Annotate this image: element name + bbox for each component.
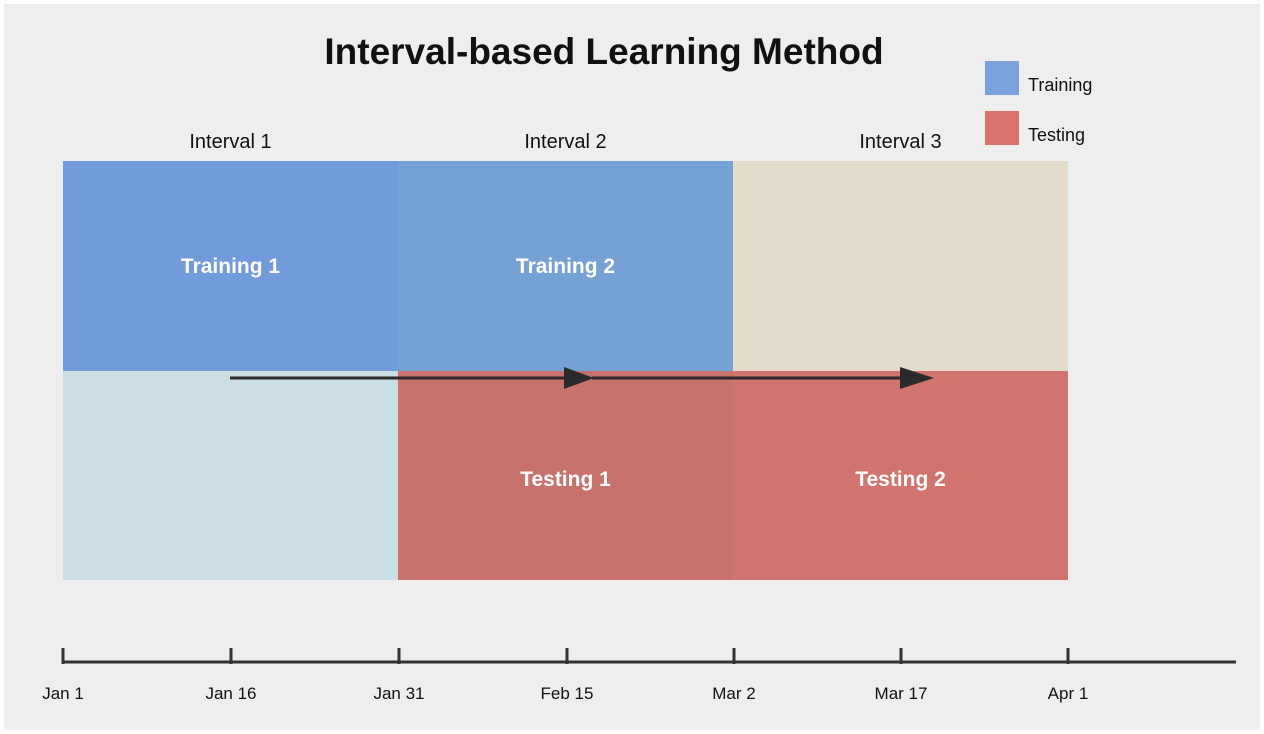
overlay-svg [61, 367, 1236, 664]
legend-label-training: Training [1028, 75, 1093, 95]
training-block-3 [733, 161, 1068, 371]
timeline-tick-label-1: Jan 1 [42, 684, 84, 703]
timeline-tick-label-3: Jan 31 [373, 684, 425, 703]
training-block-1: Training 1 [63, 161, 398, 371]
diagram-canvas: Interval-based Learning Method Training … [4, 4, 1260, 730]
legend-label-testing: Testing [1028, 125, 1086, 145]
arrow-head-1 [564, 367, 594, 389]
testing-block-1 [63, 371, 398, 580]
interval-label-1: Interval 1 [189, 131, 272, 153]
interval-label-3: Interval 3 [859, 131, 942, 153]
testing-block-3-label: Testing 2 [855, 468, 946, 491]
diagram-title: Interval-based Learning Method [324, 31, 884, 72]
timeline-tick-label-4: Feb 15 [540, 684, 594, 703]
testing-block-3: Testing 2 [733, 371, 1068, 580]
training-block-2: Training 2 [398, 161, 733, 371]
legend-swatch-training [985, 61, 1019, 95]
timeline-tick-label-2: Jan 16 [205, 684, 257, 703]
training-block-1-label: Training 1 [180, 255, 281, 278]
testing-block-2: Testing 1 [398, 371, 733, 580]
timeline-tick-label-7: Apr 1 [1047, 684, 1089, 703]
training-block-2-label: Training 2 [515, 255, 616, 278]
arrow-head-2 [900, 367, 934, 389]
testing-block-2-label: Testing 1 [520, 468, 611, 491]
legend-swatch-testing [985, 111, 1019, 145]
timeline-tick-label-5: Mar 2 [712, 684, 756, 703]
interval-label-2: Interval 2 [524, 131, 607, 153]
timeline-tick-label-6: Mar 17 [874, 684, 928, 703]
